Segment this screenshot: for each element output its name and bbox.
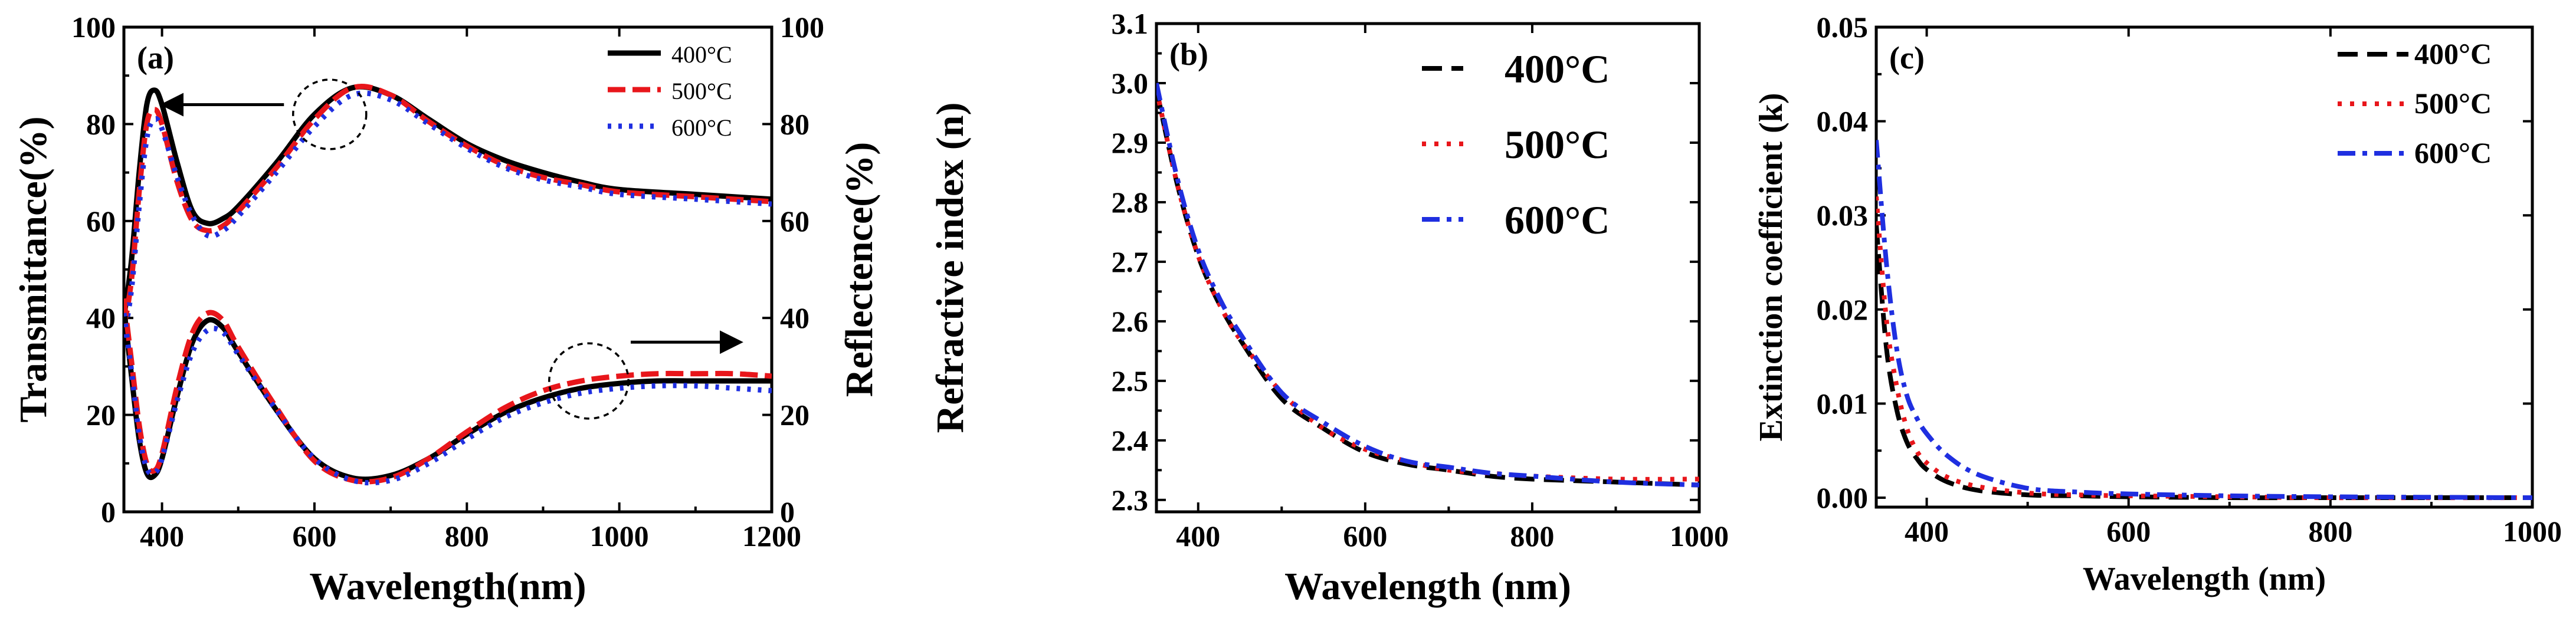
y-tick-label: 0.04 — [1817, 105, 1869, 138]
series-line-600c — [1876, 140, 2532, 501]
legend: 400°C 500°C 600°C — [1422, 47, 1610, 242]
panel-tag: (c) — [1889, 40, 1925, 75]
y-tick-label: 40 — [86, 301, 116, 334]
legend-label: 500°C — [1505, 122, 1610, 167]
y-tick-label: 0.00 — [1817, 481, 1869, 514]
y-axis-label: Transmittance(%) — [12, 116, 55, 422]
x-axis-label: Wavelength (nm) — [1284, 565, 1571, 608]
y-tick-label: 100 — [71, 11, 116, 44]
y-tick-label: 2.9 — [1112, 126, 1149, 159]
y-right-tick-label: 80 — [780, 107, 809, 140]
y-right-tick-label: 0 — [780, 495, 795, 528]
x-tick-label: 400 — [1176, 520, 1220, 553]
x-tick-label: 1000 — [1670, 520, 1729, 553]
y-axis-label: Extinction coefficient (k) — [1753, 93, 1790, 442]
y-tick-label: 2.8 — [1112, 186, 1149, 219]
y-tick-label: 3.0 — [1112, 67, 1149, 100]
x-axis-label: Wavelength (nm) — [2083, 561, 2326, 597]
legend: 400°C 500°C 600°C — [2338, 37, 2492, 169]
x-tick-label: 1000 — [2503, 515, 2562, 548]
legend-label: 600°C — [1505, 198, 1610, 242]
series-line-400c-transmittance — [124, 84, 772, 318]
y-tick-label: 2.3 — [1112, 484, 1149, 517]
panel-tag: (b) — [1169, 37, 1208, 72]
legend-label: 600°C — [671, 114, 732, 141]
x-tick-label: 1000 — [590, 520, 649, 553]
legend-label: 500°C — [2414, 87, 2492, 120]
y-tick-label: 2.7 — [1112, 245, 1149, 278]
legend-label: 400°C — [2414, 37, 2492, 70]
y-right-tick-label: 100 — [780, 11, 824, 44]
panel-tag: (a) — [137, 40, 174, 75]
legend-label: 400°C — [1505, 47, 1610, 91]
y-tick-label: 0.03 — [1817, 199, 1869, 232]
y-tick-label: 0 — [101, 495, 116, 528]
x-tick-label: 600 — [2106, 515, 2151, 548]
y-tick-label: 2.4 — [1112, 424, 1149, 457]
series-line-400c — [1156, 88, 1699, 488]
plot-frame — [1874, 25, 2534, 509]
x-tick-label: 400 — [1905, 515, 1949, 548]
series-line-600c-transmittance — [124, 90, 772, 338]
series-line-500c — [1156, 88, 1699, 482]
panel-c-extinction-coefficient: 400 600 800 1000 0.00 0.01 0.02 0.03 0.04 0.05 Wav… — [1753, 11, 2562, 597]
annotation-dashed-circle — [292, 78, 368, 150]
annotation-dashed-circle — [548, 342, 630, 420]
series-line-600c — [1156, 83, 1699, 488]
y-tick-label: 60 — [86, 205, 116, 238]
panel-b-refractive-index: 400 600 800 1000 2.3 2.4 2.5 2.6 2.7 2.8 2.9 3.0 3.1… — [929, 7, 1729, 608]
legend-label: 400°C — [671, 41, 732, 68]
y-axis-label-right: Reflectence(%) — [838, 142, 881, 397]
y-tick-label: 2.6 — [1112, 305, 1149, 338]
x-tick-label: 800 — [1510, 520, 1554, 553]
legend: 400°C 500°C 600°C — [608, 41, 732, 141]
legend-label: 500°C — [671, 78, 732, 104]
y-right-tick-label: 40 — [780, 301, 809, 334]
series-line-500c-reflectance — [124, 298, 772, 485]
y-tick-label: 80 — [86, 107, 116, 140]
y-tick-label: 20 — [86, 399, 116, 432]
x-tick-label: 400 — [140, 520, 184, 553]
panel-a-transmittance-reflectance: 400 600 800 1000 120002040608010002040608010… — [12, 11, 881, 608]
plot-frame — [1155, 22, 1701, 514]
series-line-400c — [1876, 224, 2532, 501]
y-tick-label: 0.05 — [1817, 11, 1869, 44]
y-tick-label: 2.5 — [1112, 364, 1149, 397]
x-tick-label: 800 — [2308, 515, 2352, 548]
x-tick-label: 1200 — [742, 520, 801, 553]
x-tick-label: 600 — [292, 520, 336, 553]
series-line-500c — [1876, 196, 2532, 501]
series-line-400c-reflectance — [124, 308, 772, 482]
y-tick-label: 3.1 — [1112, 7, 1149, 40]
x-tick-label: 800 — [445, 520, 489, 553]
x-tick-label: 600 — [1343, 520, 1387, 553]
y-tick-label: 0.01 — [1817, 387, 1869, 420]
legend-label: 600°C — [2414, 136, 2492, 169]
y-tick-label: 0.02 — [1817, 293, 1869, 326]
y-right-tick-label: 60 — [780, 205, 809, 238]
y-axis-label: Refractive index (n) — [929, 103, 972, 433]
x-axis-label: Wavelength(nm) — [309, 565, 586, 608]
y-right-tick-label: 20 — [780, 399, 809, 432]
series-line-600c-reflectance — [124, 313, 772, 486]
